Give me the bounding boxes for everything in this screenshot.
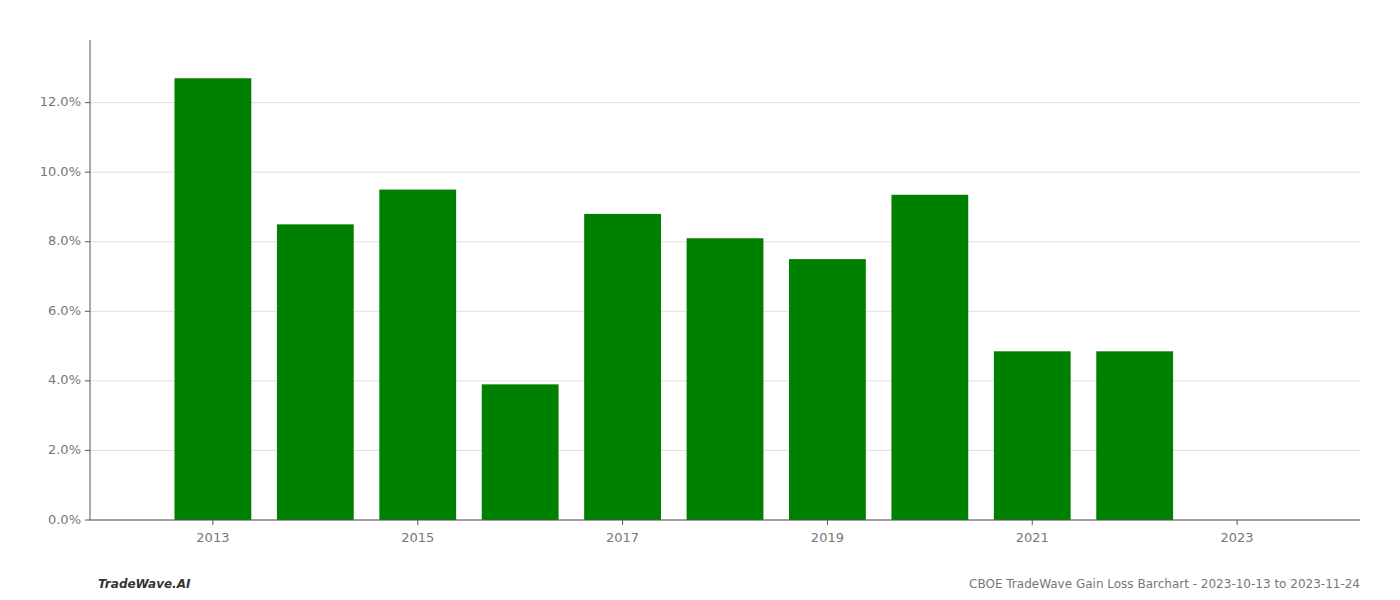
y-tick [85,241,90,242]
y-tick [85,380,90,381]
bar [891,195,968,520]
bar [1096,351,1173,520]
bar [687,238,764,520]
x-axis-line [90,520,1360,521]
axes: 0.0% 2.0% 4.0% 6.0% 8.0% 10.0% 12.0% 2013 2015 20… [40,40,1360,545]
chart-svg: 0.0% 2.0% 4.0% 6.0% 8.0% 10.0% 12.0% 2013 2015 20… [0,0,1400,600]
y-axis-line [90,40,91,520]
footer-right: CBOE TradeWave Gain Loss Barchart - 2023… [969,577,1360,591]
y-tick-label: 2.0% [48,442,81,457]
x-tick-label: 2021 [1016,530,1049,545]
x-tick [212,520,213,525]
bars [174,78,1173,520]
x-tick [417,520,418,525]
y-tick-label: 12.0% [40,94,81,109]
x-tick-label: 2023 [1221,530,1254,545]
y-tick [85,520,90,521]
x-tick [1237,520,1238,525]
x-tick [622,520,623,525]
y-tick [85,102,90,103]
y-tick [85,450,90,451]
y-tick [85,172,90,173]
bar [174,78,251,520]
y-tick-label: 0.0% [48,512,81,527]
grid-line [90,102,1360,103]
bar [277,224,354,520]
grid-line [90,520,1360,521]
y-tick [85,311,90,312]
grid [90,103,1360,520]
footer-left: TradeWave.AI [98,577,191,591]
grid-line [90,172,1360,173]
x-tick [827,520,828,525]
chart-container: 0.0% 2.0% 4.0% 6.0% 8.0% 10.0% 12.0% 2013 2015 20… [0,0,1400,600]
y-tick-label: 10.0% [40,164,81,179]
bar [994,351,1071,520]
bar [482,384,559,520]
y-tick-label: 8.0% [48,233,81,248]
x-tick [1032,520,1033,525]
bar [584,214,661,520]
x-tick-label: 2019 [811,530,844,545]
bar [789,259,866,520]
x-tick-label: 2013 [196,530,229,545]
y-tick-label: 6.0% [48,303,81,318]
x-tick-label: 2015 [401,530,434,545]
x-tick-label: 2017 [606,530,639,545]
y-tick-label: 4.0% [48,372,81,387]
bar [379,190,456,520]
